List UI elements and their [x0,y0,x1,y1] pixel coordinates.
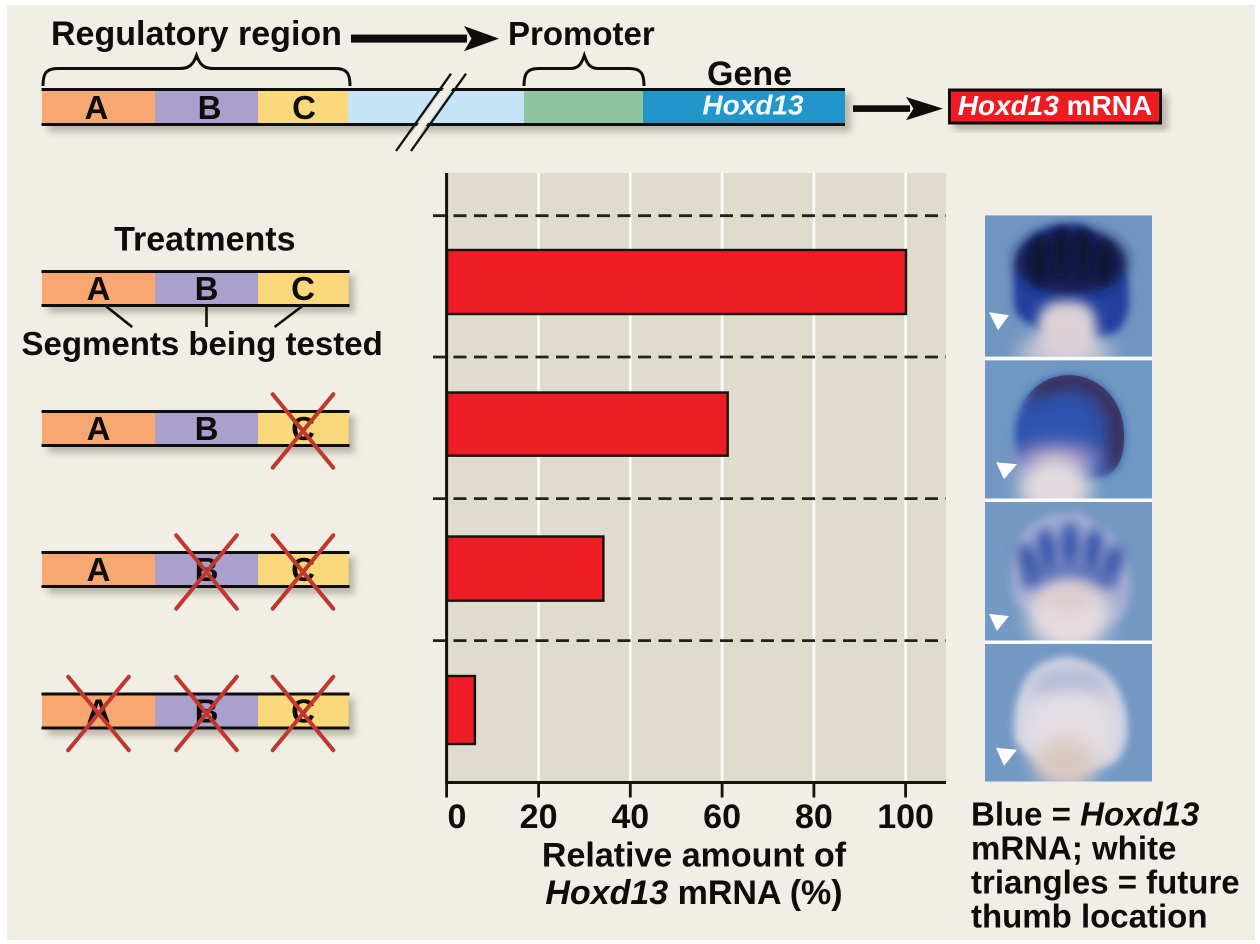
svg-text:A: A [87,270,111,307]
svg-text:A: A [87,551,111,588]
svg-text:B: B [195,270,219,307]
svg-text:A: A [87,410,111,447]
svg-text:Blue = Hoxd13: Blue = Hoxd13 [971,795,1199,832]
svg-text:Gene: Gene [707,55,792,93]
svg-text:0: 0 [448,798,467,836]
svg-text:Treatments: Treatments [114,221,295,259]
svg-text:C: C [291,270,315,307]
svg-text:Hoxd13 mRNA (%): Hoxd13 mRNA (%) [545,874,842,912]
svg-text:A: A [84,89,108,126]
svg-text:100: 100 [877,798,934,836]
svg-text:B: B [198,89,222,126]
svg-text:B: B [195,410,219,447]
svg-text:Relative amount of: Relative amount of [542,837,847,875]
svg-text:80: 80 [795,798,833,836]
svg-text:triangles = future: triangles = future [971,863,1240,900]
svg-text:Hoxd13: Hoxd13 [702,90,804,121]
svg-text:40: 40 [611,798,649,836]
svg-text:C: C [292,89,316,126]
svg-text:60: 60 [703,798,741,836]
svg-text:mRNA; white: mRNA; white [971,829,1176,866]
svg-text:Promoter: Promoter [508,15,655,52]
svg-text:20: 20 [520,798,558,836]
svg-text:Segments being tested: Segments being tested [22,325,383,362]
svg-text:thumb location: thumb location [971,897,1207,934]
svg-text:Hoxd13 mRNA: Hoxd13 mRNA [958,90,1153,121]
svg-text:Regulatory region: Regulatory region [51,15,342,53]
